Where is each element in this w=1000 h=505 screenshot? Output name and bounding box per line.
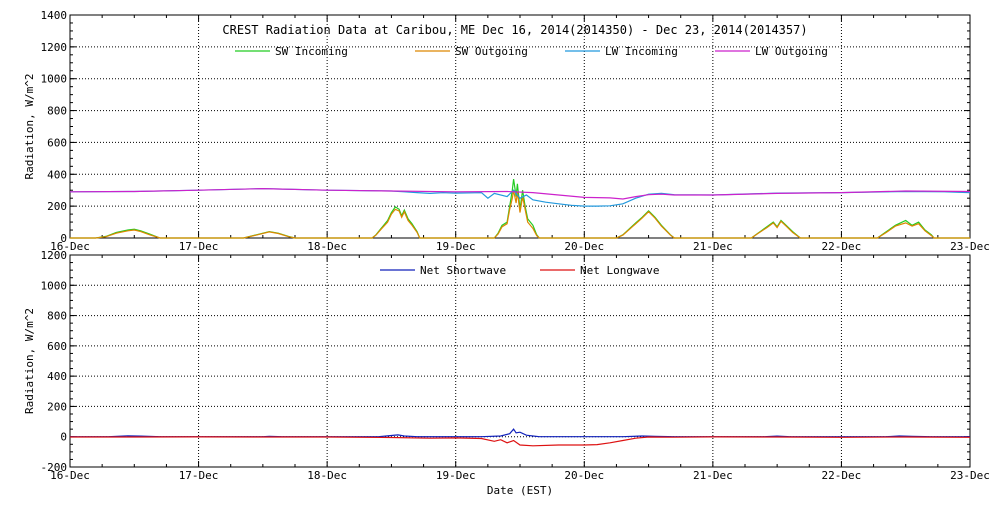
x-tick-label: 20-Dec	[564, 469, 604, 482]
y-tick-label: 0	[60, 232, 67, 245]
legend-label: LW Incoming	[605, 45, 678, 58]
x-axis-label: Date (EST)	[487, 484, 553, 497]
x-tick-label: 16-Dec	[50, 240, 90, 253]
legend-label: LW Outgoing	[755, 45, 828, 58]
chart-title: CREST Radiation Data at Caribou, ME Dec …	[222, 23, 807, 37]
y-tick-label: 1200	[41, 41, 68, 54]
legend-label: Net Shortwave	[420, 264, 506, 277]
x-tick-label: 21-Dec	[693, 469, 733, 482]
x-tick-label: 18-Dec	[307, 240, 347, 253]
y-tick-label: 200	[47, 400, 67, 413]
y-axis-label: Radiation, W/m^2	[23, 74, 36, 180]
y-tick-label: 1000	[41, 279, 68, 292]
y-tick-label: 800	[47, 310, 67, 323]
y-tick-label: -200	[41, 461, 68, 474]
y-tick-label: 0	[60, 431, 67, 444]
x-tick-label: 19-Dec	[436, 240, 476, 253]
x-tick-label: 23-Dec	[950, 469, 990, 482]
y-axis-label: Radiation, W/m^2	[23, 308, 36, 414]
series-line-sw-outgoing	[70, 190, 970, 239]
series-line-net-longwave	[70, 436, 971, 447]
x-tick-label: 23-Dec	[950, 240, 990, 253]
y-tick-label: 400	[47, 168, 67, 181]
series-line-lw-outgoing	[69, 187, 971, 200]
x-tick-label: 22-Dec	[822, 469, 862, 482]
y-tick-label: 200	[47, 200, 67, 213]
y-tick-label: 600	[47, 340, 67, 353]
y-tick-label: 1000	[41, 73, 68, 86]
x-tick-label: 16-Dec	[50, 469, 90, 482]
panel-2: -200 0 200 400 600 800 1000 1200 16-Dec 17-Dec 18-…	[23, 249, 990, 497]
x-tick-label: 21-Dec	[693, 240, 733, 253]
x-tick-label: 17-Dec	[179, 240, 219, 253]
legend-label: SW Incoming	[275, 45, 348, 58]
x-tick-label: 20-Dec	[564, 240, 604, 253]
x-tick-label: 17-Dec	[179, 469, 219, 482]
x-tick-label: 22-Dec	[822, 240, 862, 253]
x-tick-label: 18-Dec	[307, 469, 347, 482]
y-tick-label: 600	[47, 136, 67, 149]
x-tick-label: 19-Dec	[436, 469, 476, 482]
y-tick-label: 400	[47, 370, 67, 383]
y-tick-label: 1200	[41, 249, 68, 262]
y-tick-label: 1400	[41, 9, 68, 22]
legend-label: SW Outgoing	[455, 45, 528, 58]
y-tick-label: 800	[47, 105, 67, 118]
panel-1: 0 200 400 600 800 1000 1200 1400 16-Dec 17-Dec 18-…	[23, 9, 990, 253]
legend-label: Net Longwave	[580, 264, 659, 277]
plot-frame	[69, 254, 971, 468]
series-line-net-shortwave	[70, 428, 970, 438]
